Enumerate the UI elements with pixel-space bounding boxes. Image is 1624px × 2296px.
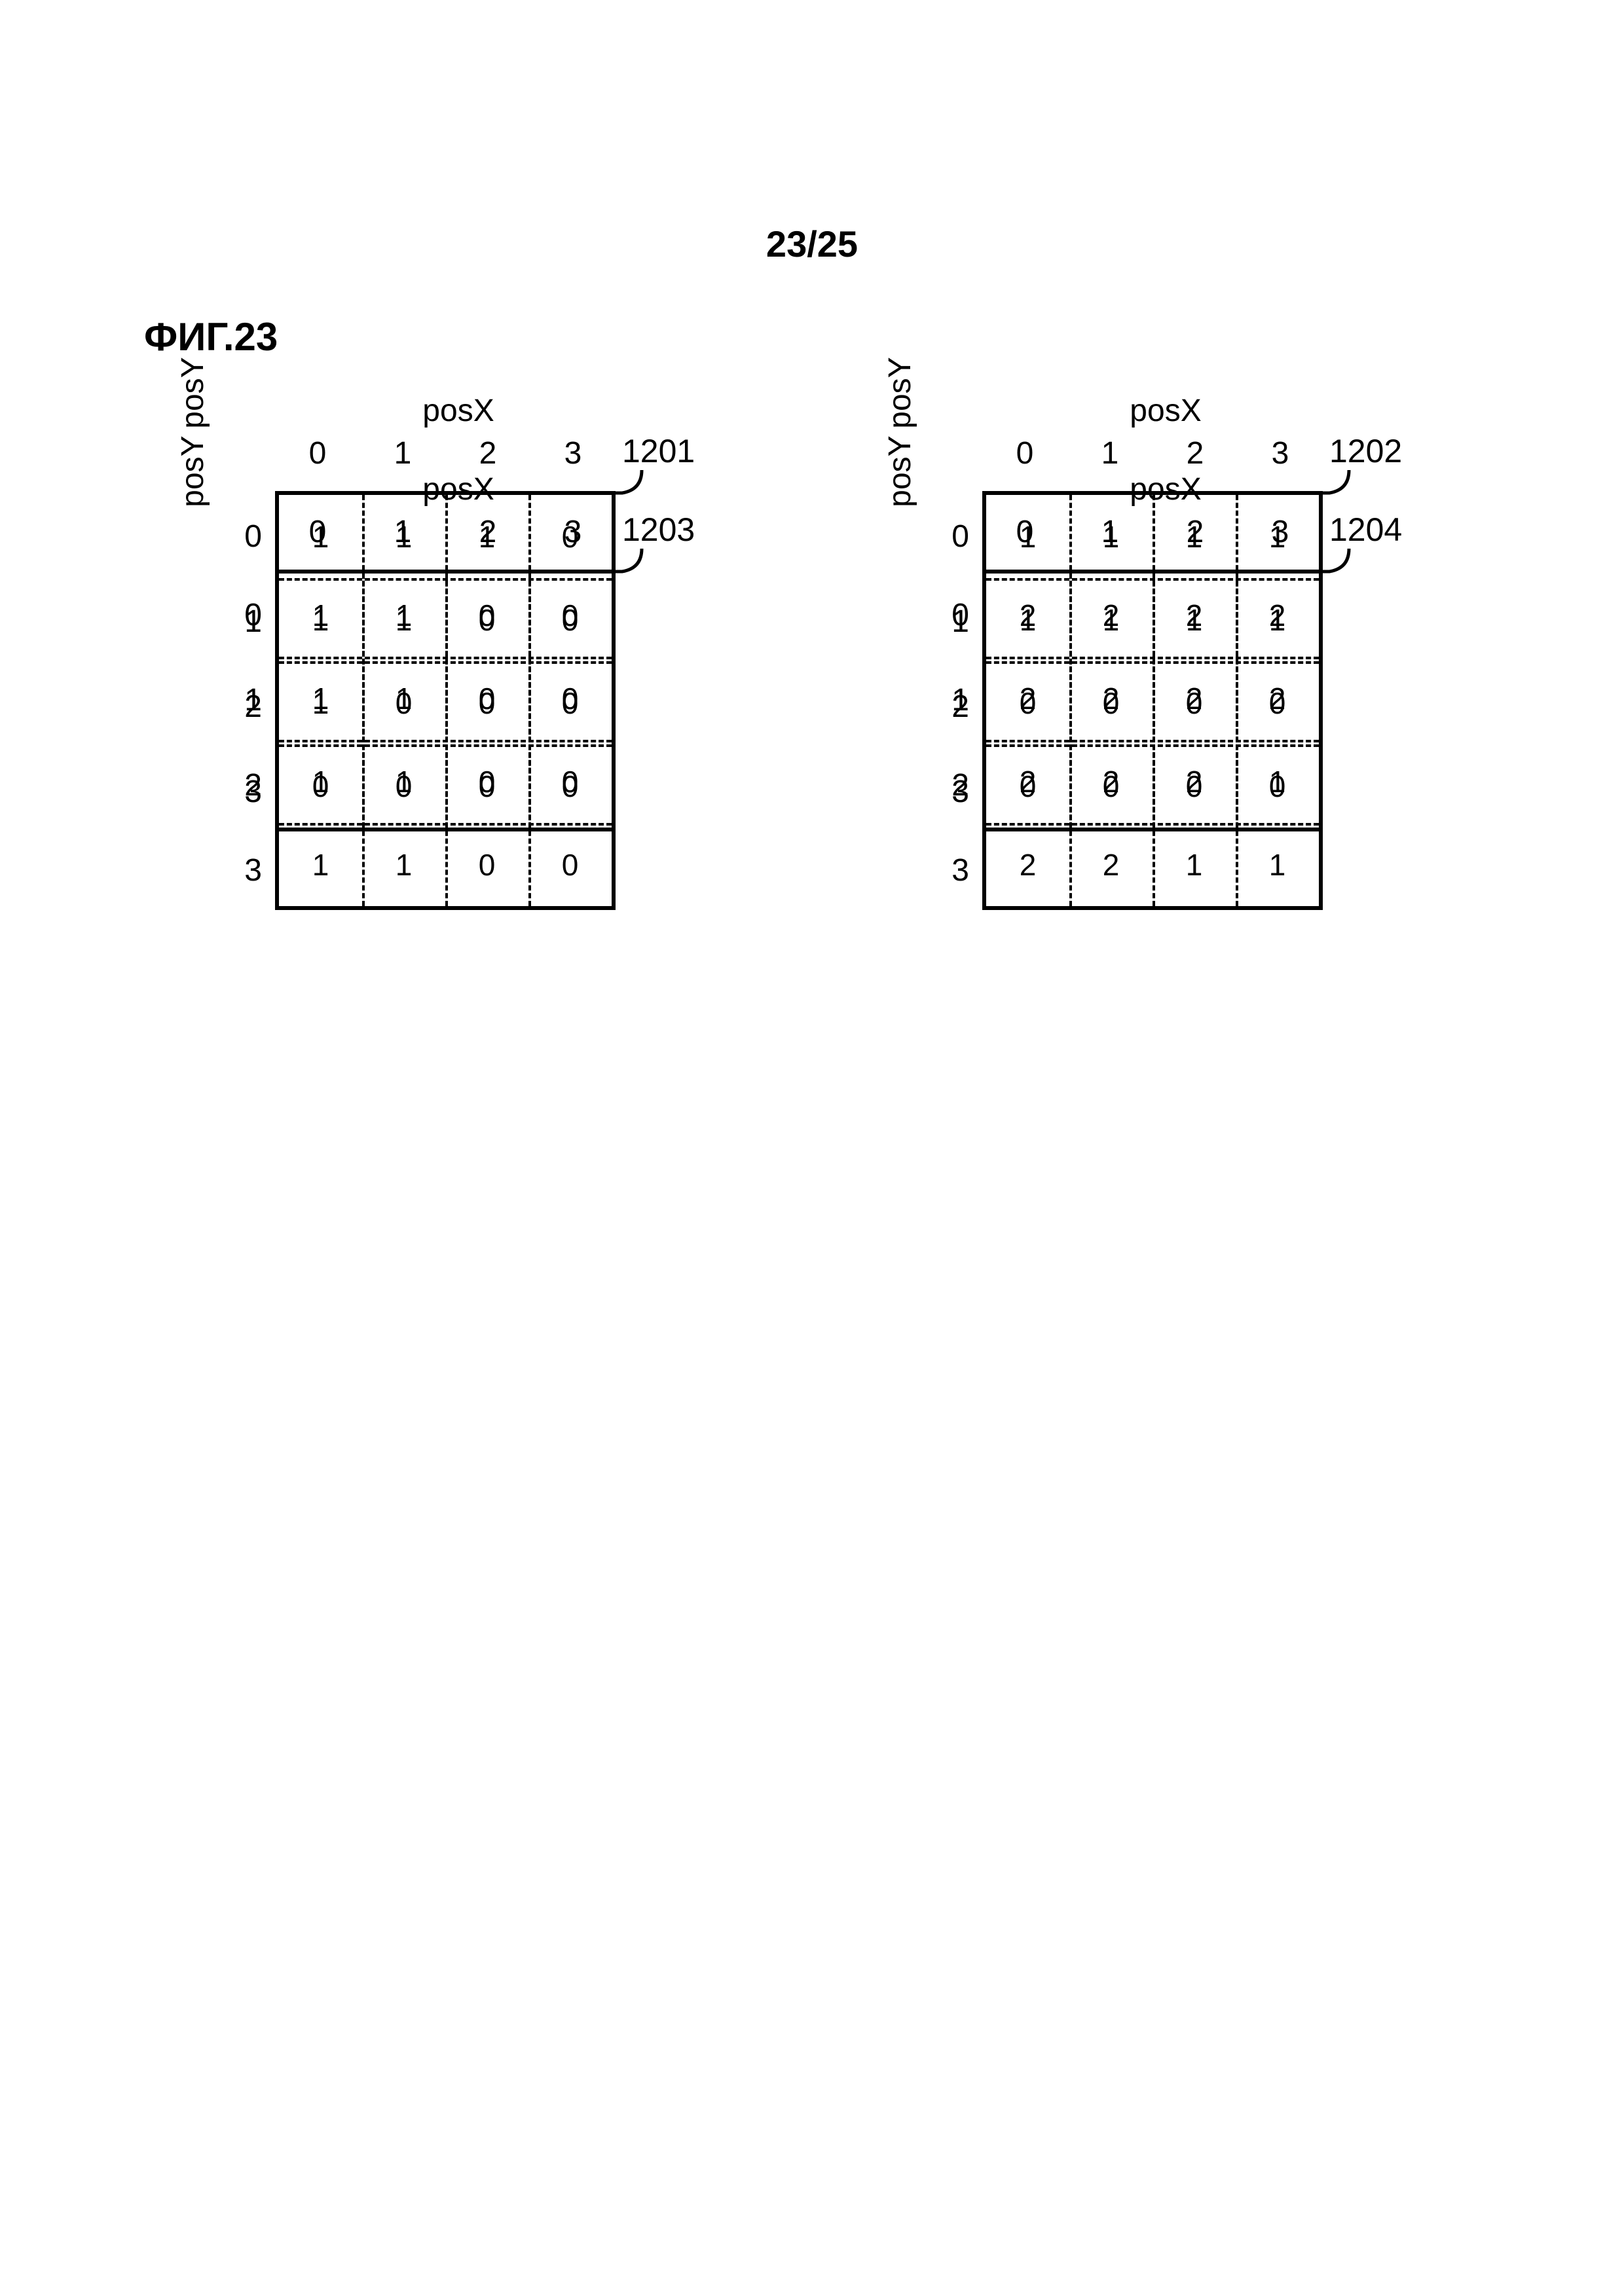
cell: 1 xyxy=(1236,823,1319,906)
cell: 2 xyxy=(986,740,1069,823)
posx-label: posX xyxy=(422,393,494,429)
col-headers: 0 1 2 3 xyxy=(982,435,1323,471)
row-header-3: 3 xyxy=(229,828,262,913)
row-headers: 0 1 2 3 xyxy=(229,573,262,913)
cell: 1 xyxy=(279,574,362,657)
col-header-2: 2 xyxy=(445,435,530,471)
cell: 0 xyxy=(445,657,528,740)
posx-label: posX xyxy=(422,471,494,507)
col-header-0: 0 xyxy=(275,435,360,471)
row-header-2: 2 xyxy=(936,743,969,828)
cell: 2 xyxy=(1069,823,1153,906)
cell: 2 xyxy=(1069,740,1153,823)
col-headers: 0 1 2 3 xyxy=(275,435,616,471)
posy-label: posY xyxy=(882,435,918,507)
cell: 1 xyxy=(279,657,362,740)
cell: 2 xyxy=(1069,657,1153,740)
page: 23/25 ФИГ.23 posX posY 0 1 2 3 0 1 2 3 xyxy=(0,0,1624,2296)
figure-label: ФИГ.23 xyxy=(144,314,278,359)
page-number: 23/25 xyxy=(766,223,858,265)
col-header-3: 3 xyxy=(1238,435,1323,471)
posy-label: posY xyxy=(882,357,918,428)
col-header-3: 3 xyxy=(530,514,616,550)
ref-hook-icon xyxy=(616,470,655,509)
col-headers: 0 1 2 3 xyxy=(982,514,1323,550)
ref-label-1201: 1201 xyxy=(622,432,695,470)
col-header-1: 1 xyxy=(360,435,445,471)
posy-label: posY xyxy=(175,357,211,428)
row-headers: 0 1 2 3 xyxy=(936,573,969,913)
col-header-2: 2 xyxy=(1153,514,1238,550)
row-header-0: 0 xyxy=(936,573,969,658)
col-header-1: 1 xyxy=(1067,514,1153,550)
col-header-0: 0 xyxy=(275,514,360,550)
cell: 2 xyxy=(1069,574,1153,657)
ref-label-1202: 1202 xyxy=(1329,432,1402,470)
posy-label: posY xyxy=(175,435,211,507)
cell: 0 xyxy=(445,740,528,823)
cell: 1 xyxy=(362,657,445,740)
cell: 2 xyxy=(986,574,1069,657)
col-header-0: 0 xyxy=(982,435,1067,471)
posx-label: posX xyxy=(1130,471,1201,507)
col-header-3: 3 xyxy=(530,435,616,471)
cell: 1 xyxy=(279,823,362,906)
cell: 2 xyxy=(1236,574,1319,657)
cell: 2 xyxy=(1153,574,1236,657)
col-header-0: 0 xyxy=(982,514,1067,550)
col-headers: 0 1 2 3 xyxy=(275,514,616,550)
ref-hook-icon xyxy=(616,549,655,588)
cell: 2 xyxy=(1153,740,1236,823)
cell: 2 xyxy=(1153,657,1236,740)
cell: 1 xyxy=(1236,740,1319,823)
col-header-3: 3 xyxy=(1238,514,1323,550)
cell: 0 xyxy=(445,574,528,657)
cell: 0 xyxy=(528,574,612,657)
col-header-2: 2 xyxy=(1153,435,1238,471)
row-header-0: 0 xyxy=(936,494,969,579)
ref-label-1203: 1203 xyxy=(622,511,695,549)
row-header-1: 1 xyxy=(936,658,969,743)
row-header-1: 1 xyxy=(229,658,262,743)
cell: 1 xyxy=(279,740,362,823)
cell: 0 xyxy=(528,823,612,906)
grid-box: 1 1 0 0 1 1 0 0 1 1 0 0 1 1 0 0 xyxy=(275,570,616,910)
cell: 1 xyxy=(362,740,445,823)
cell: 2 xyxy=(986,823,1069,906)
ref-hook-icon xyxy=(1323,549,1362,588)
cell: 0 xyxy=(528,657,612,740)
grid-box: 2 2 2 2 2 2 2 2 2 2 2 1 2 2 1 1 xyxy=(982,570,1323,910)
col-header-1: 1 xyxy=(360,514,445,550)
row-header-0: 0 xyxy=(229,494,262,579)
cell: 0 xyxy=(445,823,528,906)
posx-label: posX xyxy=(1130,393,1201,429)
cell: 0 xyxy=(528,740,612,823)
row-header-2: 2 xyxy=(229,743,262,828)
row-header-3: 3 xyxy=(936,828,969,913)
col-header-2: 2 xyxy=(445,514,530,550)
cell: 1 xyxy=(362,574,445,657)
cell: 2 xyxy=(986,657,1069,740)
row-header-0: 0 xyxy=(229,573,262,658)
col-header-1: 1 xyxy=(1067,435,1153,471)
ref-label-1204: 1204 xyxy=(1329,511,1402,549)
cell: 2 xyxy=(1236,657,1319,740)
grids-container: posX posY 0 1 2 3 0 1 2 3 xyxy=(164,393,1473,550)
cell: 1 xyxy=(362,823,445,906)
ref-hook-icon xyxy=(1323,470,1362,509)
cell: 1 xyxy=(1153,823,1236,906)
